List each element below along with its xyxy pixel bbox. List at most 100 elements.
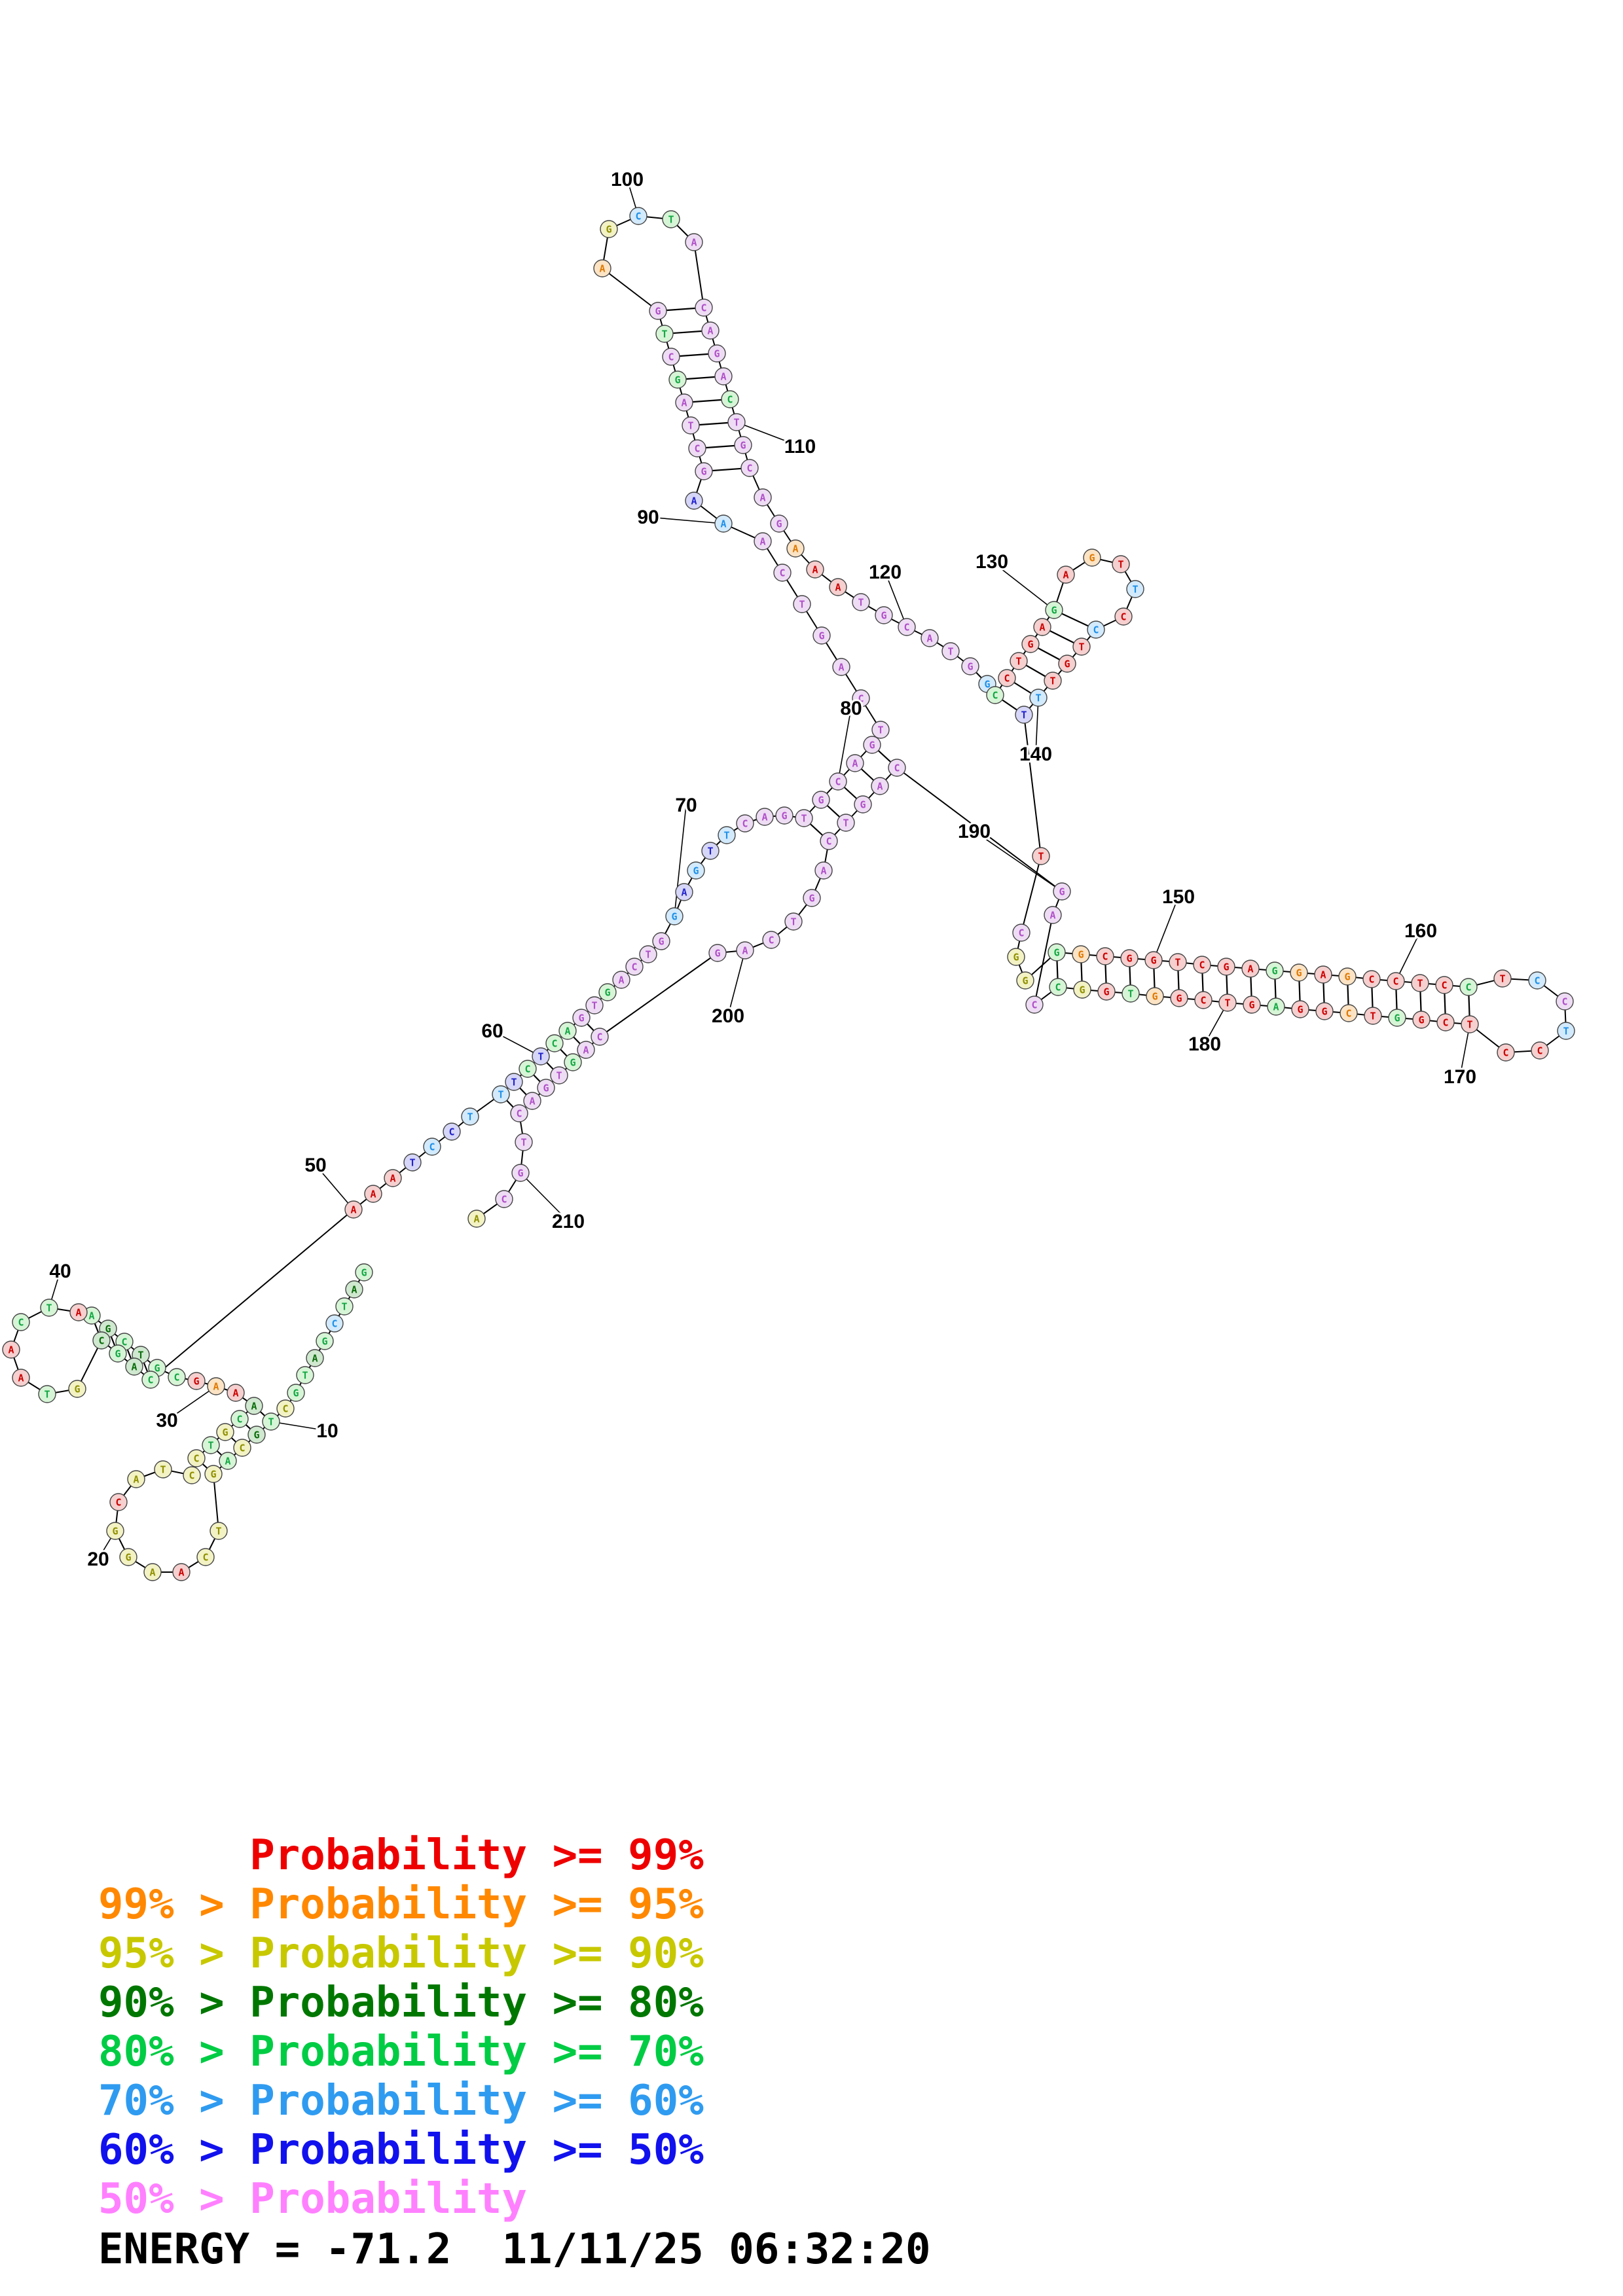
nucleotide-letter: G — [655, 306, 661, 317]
position-label: 110 — [784, 436, 816, 457]
nucleotide-circle — [762, 931, 780, 949]
position-label: 180 — [1188, 1033, 1221, 1055]
nucleotide-letter: T — [556, 1070, 562, 1082]
nucleotide-circle — [1169, 953, 1187, 971]
nucleotide-circle — [784, 912, 803, 931]
nucleotide-circle — [625, 958, 644, 976]
nucleotide-circle — [898, 618, 916, 636]
nucleotide-letter: G — [105, 1323, 111, 1335]
nucleotide-letter: T — [858, 597, 864, 609]
nucleotide-circle — [1338, 967, 1357, 986]
nucleotide-circle — [335, 1297, 354, 1316]
nucleotide-letter: T — [1467, 1019, 1472, 1031]
nucleotide-circle — [852, 593, 870, 611]
nucleotide-letter: C — [193, 1453, 199, 1465]
nucleotide-circle — [364, 1185, 382, 1203]
nucleotide-letter: A — [838, 662, 844, 673]
nucleotide-letter: G — [658, 936, 664, 948]
nucleotide-letter: A — [232, 1388, 238, 1399]
nucleotide-circle — [1314, 965, 1332, 984]
nucleotide-letter: C — [1534, 975, 1540, 987]
energy-readout: ENERGY = -71.2 11/11/25 06:32:20 — [98, 2225, 931, 2274]
nucleotide-letter: C — [858, 693, 864, 705]
nucleotide-letter: G — [1089, 552, 1095, 564]
nucleotide-circle — [245, 1397, 263, 1415]
nucleotide-circle — [106, 1522, 124, 1540]
nucleotide-letter: A — [835, 582, 841, 594]
nucleotide-circle — [793, 595, 811, 613]
nucleotide-circle — [754, 488, 772, 507]
nucleotide-letter: T — [46, 1302, 52, 1314]
position-label: 50 — [304, 1155, 326, 1176]
nucleotide-circle — [558, 1022, 577, 1040]
nucleotide-letter: C — [701, 302, 706, 314]
nucleotide-circle — [1045, 601, 1063, 619]
nucleotide-letter: A — [583, 1045, 589, 1056]
nucleotide-letter: C — [1120, 611, 1126, 623]
nucleotide-letter: A — [820, 865, 826, 877]
nucleotide-circle — [109, 1493, 128, 1511]
nucleotide-letter: G — [210, 1469, 216, 1480]
nucleotide-circle — [423, 1138, 441, 1156]
nucleotide-letter: A — [312, 1353, 318, 1365]
nucleotide-letter: G — [1078, 949, 1084, 961]
nucleotide-letter: C — [1561, 996, 1567, 1008]
nucleotide-circle — [1012, 924, 1030, 942]
nucleotide-circle — [523, 1092, 541, 1110]
nucleotide-circle — [1243, 996, 1261, 1014]
nucleotide-circle — [591, 1028, 609, 1046]
nucleotide-letter: A — [473, 1213, 479, 1225]
nucleotide-letter: T — [1417, 978, 1423, 990]
nucleotide-circle — [1461, 1015, 1479, 1033]
nucleotide-letter: A — [1039, 622, 1045, 634]
nucleotide-letter: A — [370, 1189, 376, 1200]
nucleotide-letter: C — [992, 690, 998, 702]
nucleotide-letter: A — [742, 945, 748, 957]
nucleotide-letter: G — [321, 1336, 327, 1348]
nucleotide-letter: T — [1224, 997, 1230, 1009]
nucleotide-letter: C — [894, 762, 900, 774]
nucleotide-letter: A — [1273, 1001, 1279, 1013]
nucleotide-letter: G — [1051, 605, 1057, 617]
nucleotide-letter: A — [564, 1026, 570, 1037]
nucleotide-letter: A — [178, 1567, 184, 1579]
nucleotide-letter: G — [361, 1267, 367, 1279]
nucleotide-circle — [1044, 906, 1062, 924]
nucleotide-circle — [687, 861, 705, 880]
nucleotide-letter: T — [1563, 1026, 1569, 1037]
nucleotide-circle — [403, 1153, 422, 1172]
nucleotide-letter: G — [881, 610, 886, 622]
nucleotide-letter: G — [1418, 1014, 1424, 1026]
nucleotide-letter: C — [727, 394, 733, 406]
nucleotide-letter: A — [681, 887, 687, 899]
nucleotide-letter: T — [1038, 851, 1044, 863]
nucleotide-letter: C — [779, 567, 785, 579]
position-label: 200 — [712, 1005, 744, 1027]
nucleotide-letter: A — [18, 1372, 24, 1384]
nucleotide-circle — [829, 578, 847, 596]
nucleotide-circle — [1340, 1004, 1358, 1022]
nucleotide-letter: A — [681, 397, 687, 409]
nucleotide-circle — [1097, 982, 1116, 1001]
label-tick — [736, 422, 801, 447]
nucleotide-circle — [675, 883, 693, 901]
nucleotide-letter: A — [599, 263, 605, 275]
nucleotide-letter: A — [691, 237, 697, 249]
nucleotide-letter: C — [524, 1064, 530, 1075]
nucleotide-circle — [1025, 996, 1044, 1014]
nucleotide-letter: C — [746, 463, 752, 475]
nucleotide-letter: C — [1055, 982, 1061, 994]
nucleotide-letter: G — [578, 1013, 584, 1024]
nucleotide-letter: C — [1345, 1008, 1351, 1020]
nucleotide-circle — [572, 1009, 591, 1027]
nucleotide-circle — [1217, 958, 1235, 976]
nucleotide-circle — [1194, 991, 1213, 1009]
nucleotide-circle — [685, 233, 703, 251]
nucleotide-letter: T — [877, 725, 883, 736]
position-label: 80 — [840, 698, 862, 719]
nucleotide-circle — [230, 1410, 249, 1428]
nucleotide-circle — [820, 832, 838, 850]
backbone-segment — [77, 1340, 102, 1390]
nucleotide-letter: T — [1127, 988, 1133, 1000]
nucleotide-letter: G — [543, 1083, 549, 1094]
